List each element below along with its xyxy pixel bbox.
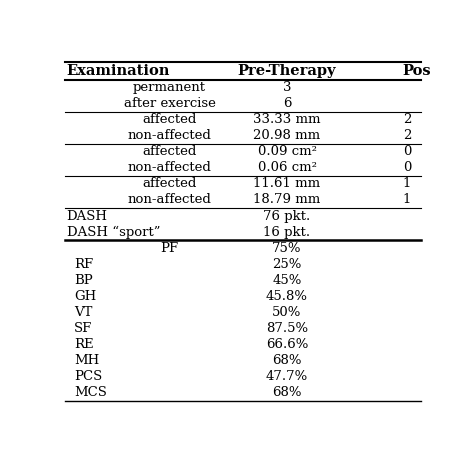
- Text: Pre-Therapy: Pre-Therapy: [238, 64, 336, 78]
- Text: 18.79 mm: 18.79 mm: [254, 193, 320, 207]
- Text: 33.33 mm: 33.33 mm: [253, 113, 321, 126]
- Text: RF: RF: [74, 258, 93, 271]
- Text: BP: BP: [74, 274, 93, 287]
- Text: after exercise: after exercise: [124, 97, 215, 110]
- Text: 16 pkt.: 16 pkt.: [264, 226, 310, 238]
- Text: 1: 1: [403, 193, 411, 207]
- Text: DASH: DASH: [66, 210, 108, 222]
- Text: 68%: 68%: [272, 386, 302, 399]
- Text: 47.7%: 47.7%: [266, 370, 308, 383]
- Text: PCS: PCS: [74, 370, 102, 383]
- Text: 45.8%: 45.8%: [266, 290, 308, 303]
- Text: 87.5%: 87.5%: [266, 322, 308, 335]
- Text: 68%: 68%: [272, 354, 302, 367]
- Text: non-affected: non-affected: [128, 129, 211, 142]
- Text: Pos: Pos: [403, 64, 431, 78]
- Text: 75%: 75%: [272, 242, 302, 255]
- Text: MCS: MCS: [74, 386, 107, 399]
- Text: 25%: 25%: [273, 258, 301, 271]
- Text: 76 pkt.: 76 pkt.: [264, 210, 310, 222]
- Text: 2: 2: [403, 129, 411, 142]
- Text: SF: SF: [74, 322, 92, 335]
- Text: GH: GH: [74, 290, 96, 303]
- Text: non-affected: non-affected: [128, 193, 211, 207]
- Text: 6: 6: [283, 97, 291, 110]
- Text: 1: 1: [403, 177, 411, 191]
- Text: 0.06 cm²: 0.06 cm²: [257, 161, 317, 174]
- Text: 20.98 mm: 20.98 mm: [254, 129, 320, 142]
- Text: permanent: permanent: [133, 81, 206, 94]
- Text: RE: RE: [74, 338, 93, 351]
- Text: 0.09 cm²: 0.09 cm²: [257, 145, 317, 158]
- Text: 0: 0: [403, 145, 411, 158]
- Text: Examination: Examination: [66, 64, 170, 78]
- Text: non-affected: non-affected: [128, 161, 211, 174]
- Text: 0: 0: [403, 161, 411, 174]
- Text: 45%: 45%: [273, 274, 301, 287]
- Text: 11.61 mm: 11.61 mm: [254, 177, 320, 191]
- Text: MH: MH: [74, 354, 99, 367]
- Text: affected: affected: [142, 145, 197, 158]
- Text: VT: VT: [74, 306, 92, 319]
- Text: affected: affected: [142, 113, 197, 126]
- Text: 66.6%: 66.6%: [266, 338, 308, 351]
- Text: 3: 3: [283, 81, 291, 94]
- Text: DASH “sport”: DASH “sport”: [66, 226, 160, 239]
- Text: 50%: 50%: [273, 306, 301, 319]
- Text: PF: PF: [160, 242, 179, 255]
- Text: affected: affected: [142, 177, 197, 191]
- Text: 2: 2: [403, 113, 411, 126]
